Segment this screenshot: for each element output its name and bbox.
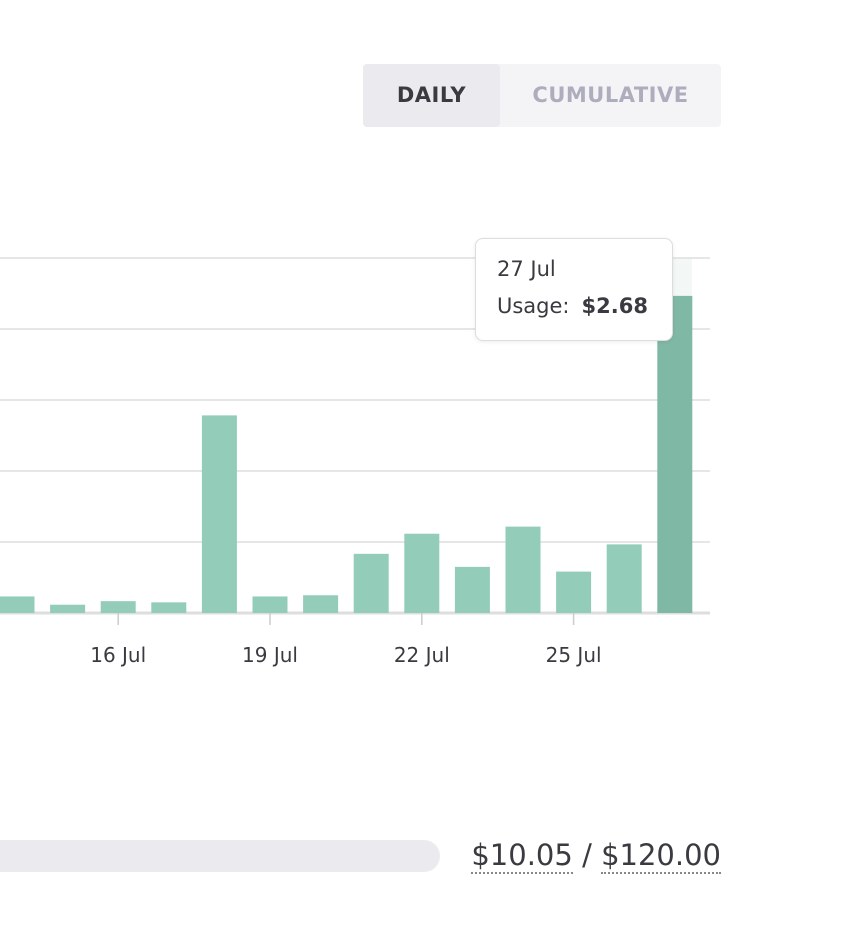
budget-track — [0, 840, 440, 872]
budget-limit[interactable]: $120.00 — [601, 838, 721, 874]
toggle-option[interactable]: DAILY — [363, 64, 500, 127]
tooltip: 27 Jul Usage: $2.68 — [475, 238, 673, 341]
bar — [151, 602, 187, 613]
bar — [100, 601, 136, 613]
budget-used[interactable]: $10.05 — [471, 838, 573, 874]
bar — [303, 595, 339, 613]
bar — [50, 604, 86, 613]
view-toggle: DAILY CUMULATIVE — [363, 64, 721, 127]
x-tick-label: 16 Jul — [90, 643, 146, 667]
bar — [657, 295, 693, 613]
bar — [353, 553, 389, 613]
x-tick-label: 25 Jul — [546, 643, 602, 667]
toggle-option[interactable]: CUMULATIVE — [532, 83, 689, 107]
bar — [0, 596, 35, 613]
tooltip-title: 27 Jul — [497, 257, 556, 281]
bar — [404, 533, 440, 613]
x-tick-label: 19 Jul — [242, 643, 298, 667]
tooltip-value: $2.68 — [581, 294, 648, 318]
x-tick-label: 22 Jul — [394, 643, 450, 667]
tooltip-label: Usage: — [497, 294, 570, 318]
bar — [505, 526, 541, 613]
bar — [556, 571, 592, 613]
tooltip-row: Usage: $2.68 — [497, 294, 672, 318]
chart: 16 Jul 19 Jul 22 Jul 25 Jul — [0, 257, 710, 667]
bar — [454, 566, 490, 613]
budget: $10.05 / $120.00 — [471, 838, 721, 874]
bar — [252, 596, 288, 613]
budget-separator: / — [582, 838, 592, 872]
bar — [201, 415, 237, 613]
bar — [606, 544, 642, 613]
